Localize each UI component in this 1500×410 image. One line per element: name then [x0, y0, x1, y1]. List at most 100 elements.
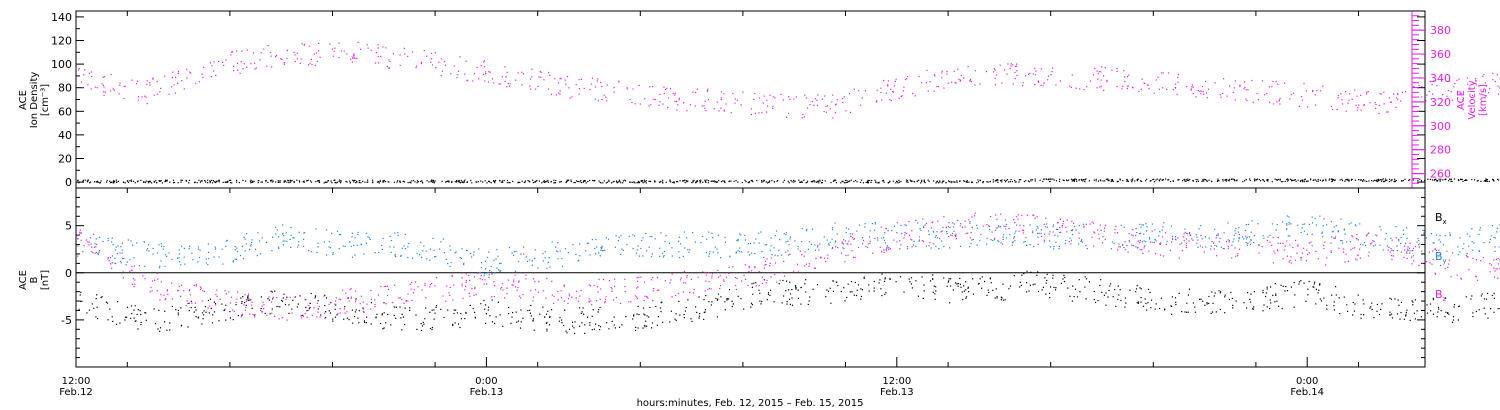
density-point: [1169, 181, 1172, 183]
velocity-point: [659, 93, 661, 96]
velocity-point: [568, 87, 570, 89]
velocity-point: [489, 71, 491, 73]
density-point: [819, 180, 821, 182]
velocity-point: [535, 88, 537, 90]
velocity-point: [676, 100, 678, 103]
density-point: [805, 182, 807, 184]
velocity-point: [476, 66, 478, 69]
density-point: [1003, 179, 1006, 181]
velocity-point: [1205, 92, 1208, 94]
density-point: [1226, 178, 1228, 181]
velocity-point: [654, 98, 656, 101]
density-point: [704, 180, 706, 182]
density-point: [455, 181, 458, 183]
density-point: [1334, 179, 1336, 181]
density-point: [1329, 178, 1331, 180]
velocity-point: [1175, 83, 1177, 85]
density-point: [1066, 180, 1068, 182]
density-point: [1001, 181, 1003, 183]
density-point: [117, 180, 119, 182]
density-point: [1023, 181, 1025, 183]
velocity-point: [110, 73, 112, 76]
density-point: [939, 181, 941, 183]
density-point: [349, 180, 351, 182]
density-point: [317, 180, 319, 182]
density-point: [1497, 178, 1499, 180]
density-point: [236, 181, 238, 183]
density-axis-label-line: Ion Density: [29, 72, 40, 129]
velocity-point: [218, 60, 220, 62]
density-point: [528, 180, 530, 182]
velocity-point: [152, 78, 154, 80]
velocity-point: [1029, 72, 1031, 75]
velocity-point: [314, 64, 316, 66]
density-point: [517, 182, 519, 184]
velocity-point: [644, 98, 646, 100]
velocity-point: [156, 93, 158, 95]
density-point: [744, 179, 746, 181]
density-point: [630, 181, 632, 183]
density-point: [686, 180, 688, 182]
velocity-point: [102, 84, 104, 86]
velocity-point: [308, 64, 310, 66]
velocity-point: [102, 76, 104, 78]
velocity-point: [1098, 71, 1100, 73]
density-point: [948, 181, 950, 183]
velocity-point: [548, 71, 550, 74]
velocity-axis-label-line: [km/s]: [1478, 84, 1489, 116]
velocity-point: [555, 94, 558, 96]
velocity-point: [353, 54, 355, 56]
density-point: [1439, 180, 1441, 182]
velocity-point: [202, 76, 204, 79]
density-point: [1099, 179, 1101, 181]
density-point: [433, 181, 435, 183]
velocity-point: [666, 87, 668, 89]
velocity-point: [275, 54, 278, 57]
density-point: [251, 181, 253, 183]
velocity-point: [901, 95, 903, 97]
velocity-point: [352, 57, 354, 59]
density-point: [407, 182, 409, 184]
density-point: [315, 181, 317, 183]
density-point: [1030, 178, 1032, 181]
density-point: [580, 182, 583, 184]
velocity-point: [367, 47, 369, 49]
density-point: [181, 179, 183, 181]
density-point: [534, 181, 536, 183]
density-point: [211, 179, 213, 182]
density-point: [1256, 178, 1259, 180]
velocity-point: [1223, 78, 1225, 80]
velocity-point: [1157, 76, 1159, 78]
velocity-point: [1300, 96, 1303, 98]
velocity-point: [1022, 85, 1024, 87]
density-point: [1460, 178, 1462, 180]
velocity-point: [243, 63, 245, 65]
velocity-point: [720, 107, 722, 109]
density-point: [217, 180, 219, 182]
density-point: [1466, 179, 1468, 181]
density-point: [553, 182, 555, 184]
velocity-point: [374, 62, 377, 64]
density-point: [995, 179, 997, 181]
density-point: [1145, 180, 1147, 182]
density-point: [565, 181, 567, 184]
velocity-point: [521, 71, 523, 73]
density-point: [898, 179, 900, 181]
velocity-point: [1034, 74, 1036, 76]
density-point: [1085, 178, 1087, 180]
velocity-point: [399, 64, 401, 66]
density-point: [679, 180, 681, 182]
density-point: [692, 180, 694, 182]
density-point: [1011, 181, 1013, 183]
velocity-point: [331, 48, 333, 50]
density-point: [1351, 178, 1353, 181]
density-point: [1404, 178, 1406, 180]
velocity-point: [353, 57, 356, 59]
velocity-point: [734, 98, 736, 100]
velocity-point: [895, 78, 897, 80]
density-point: [1287, 179, 1289, 181]
velocity-point: [597, 78, 599, 80]
velocity-point: [1009, 67, 1011, 70]
density-point: [677, 181, 679, 183]
velocity-point: [190, 72, 192, 74]
